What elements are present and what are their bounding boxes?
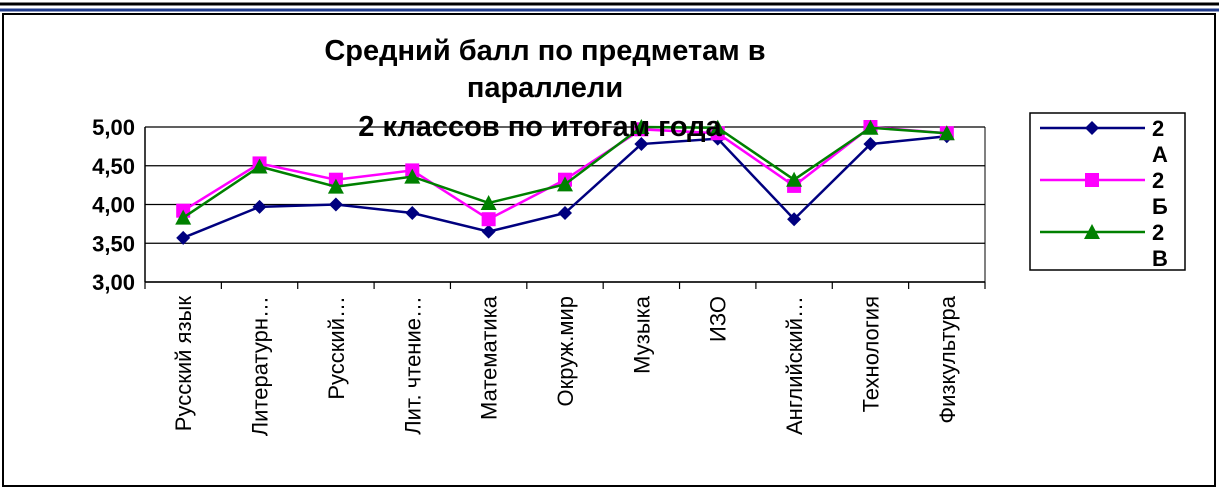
- data-point: [481, 212, 496, 227]
- x-tick-label: Музыка: [629, 295, 654, 374]
- legend-label: А: [1152, 142, 1168, 167]
- legend-label: 2: [1152, 220, 1164, 245]
- data-point: [176, 230, 191, 245]
- data-point: [862, 119, 879, 135]
- data-point: [327, 178, 344, 194]
- data-point: [786, 171, 803, 187]
- data-point: [481, 224, 496, 239]
- data-point: [863, 137, 878, 152]
- legend-label: 2: [1152, 116, 1164, 141]
- x-tick-label: Русский язык: [171, 296, 196, 432]
- x-tick-label: Математика: [477, 295, 502, 420]
- data-point: [709, 119, 726, 135]
- legend-marker: [1085, 173, 1099, 187]
- data-point: [404, 168, 421, 184]
- data-point: [938, 125, 955, 141]
- x-tick-label: Литературн…: [248, 296, 273, 436]
- y-tick-label: 4,00: [92, 193, 135, 218]
- legend-marker: [1085, 121, 1099, 135]
- data-point: [328, 197, 343, 212]
- chart-title-line-2: параллели: [467, 72, 623, 104]
- x-tick-label: Лит. чтение…: [400, 296, 425, 435]
- data-point: [480, 194, 497, 210]
- x-tick-label: Окруж.мир: [553, 296, 578, 406]
- y-tick-label: 3,00: [92, 270, 135, 295]
- x-tick-label: Физкультура: [935, 295, 960, 423]
- chart-title-line-3: 2 классов по итогам года: [358, 111, 722, 143]
- x-tick-label: Английский…: [782, 296, 807, 435]
- legend-label: Б: [1152, 194, 1168, 219]
- data-point: [251, 158, 268, 174]
- data-point: [634, 137, 649, 152]
- y-tick-label: 5,00: [92, 115, 135, 140]
- legend-marker: [1084, 224, 1100, 239]
- legend-box: [1029, 112, 1186, 271]
- data-point: [405, 206, 420, 221]
- data-point: [558, 206, 572, 221]
- data-point: [175, 209, 192, 225]
- x-tick-label: ИЗО: [706, 296, 731, 342]
- chart-area-border: [2, 13, 1216, 487]
- legend-label: В: [1152, 246, 1168, 271]
- data-point: [252, 199, 267, 214]
- x-tick-label: Русский…: [324, 296, 349, 400]
- data-point: [787, 212, 802, 227]
- plot-area: 5,00 4,50 4,00 3,50 3,00 Русский язык Литерату…: [92, 115, 986, 436]
- data-point: [633, 119, 650, 134]
- x-tick-label: Технология: [858, 296, 883, 412]
- y-tick-label: 3,50: [92, 231, 135, 256]
- y-tick-label: 4,50: [92, 154, 135, 179]
- legend-label: 2: [1152, 168, 1164, 193]
- chart-title-line-1: Средний балл по предметам в: [324, 35, 765, 67]
- data-point: [557, 176, 573, 192]
